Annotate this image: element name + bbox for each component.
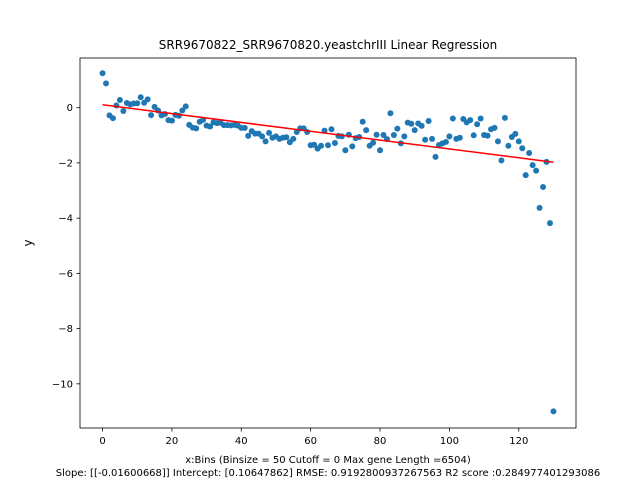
chart-title: SRR9670822_SRR9670820.yeastchrIII Linear… xyxy=(159,38,497,52)
data-point xyxy=(429,135,436,142)
data-point xyxy=(99,70,106,77)
data-point xyxy=(134,100,141,107)
x-tick-label: 0 xyxy=(99,436,105,447)
data-point xyxy=(103,80,110,87)
data-point xyxy=(546,220,553,227)
data-point xyxy=(193,125,200,132)
data-point xyxy=(359,118,366,125)
data-point xyxy=(290,135,297,142)
data-point xyxy=(377,147,384,154)
data-point xyxy=(484,132,491,139)
data-point xyxy=(373,131,380,138)
data-point xyxy=(331,140,338,147)
data-point xyxy=(512,130,519,137)
data-point xyxy=(387,110,394,117)
x-tick-label: 40 xyxy=(235,436,248,447)
data-point xyxy=(179,107,186,114)
data-point xyxy=(533,167,540,174)
x-tick-label: 60 xyxy=(304,436,317,447)
plot-area: 0 20 40 60 80 100 120 0 −2 −4 −6 −8 −10 xyxy=(52,57,577,447)
data-point xyxy=(394,125,401,132)
data-point xyxy=(116,96,123,103)
data-point xyxy=(411,127,418,134)
data-point xyxy=(529,162,536,169)
data-point xyxy=(474,121,481,128)
data-point xyxy=(519,145,526,152)
data-points xyxy=(99,70,557,415)
data-point xyxy=(262,138,269,145)
x-axis-label: x:Bins (Binsize = 50 Cutoff = 0 Max gene… xyxy=(185,455,471,466)
y-tick-label: −2 xyxy=(58,158,73,169)
y-tick-label: −8 xyxy=(58,324,73,335)
y-tick-label: −6 xyxy=(58,269,73,280)
data-point xyxy=(550,408,557,415)
data-point xyxy=(113,102,120,109)
y-axis: 0 −2 −4 −6 −8 −10 xyxy=(52,103,80,390)
data-point xyxy=(390,132,397,139)
y-tick-label: −4 xyxy=(58,214,73,225)
data-point xyxy=(380,132,387,139)
plot-frame xyxy=(79,57,577,429)
data-point xyxy=(363,127,370,134)
regression-line xyxy=(102,104,554,163)
data-point xyxy=(311,141,318,148)
data-point xyxy=(182,103,189,110)
data-point xyxy=(449,115,456,122)
x-tick-label: 80 xyxy=(374,436,387,447)
data-point xyxy=(536,204,543,211)
data-point xyxy=(505,142,512,149)
data-point xyxy=(456,134,463,141)
data-point xyxy=(401,133,408,140)
data-point xyxy=(477,115,484,122)
data-point xyxy=(522,172,529,179)
data-point xyxy=(318,142,325,149)
data-point xyxy=(442,138,449,145)
y-tick-label: −10 xyxy=(52,379,73,390)
data-point xyxy=(241,124,248,131)
regression-line-layer xyxy=(102,104,554,163)
data-point xyxy=(259,133,266,140)
data-point xyxy=(370,139,377,146)
data-point xyxy=(207,123,214,130)
data-point xyxy=(422,136,429,143)
data-point xyxy=(515,138,522,145)
data-point xyxy=(470,132,477,139)
data-point xyxy=(328,126,335,133)
y-axis-label: y xyxy=(21,239,35,246)
data-point xyxy=(526,149,533,156)
data-point xyxy=(501,114,508,121)
data-point xyxy=(325,142,331,149)
data-point xyxy=(418,122,425,129)
data-point xyxy=(148,112,155,119)
data-point xyxy=(446,133,453,140)
data-point xyxy=(408,120,415,127)
data-point xyxy=(349,143,356,150)
data-point xyxy=(168,117,175,124)
data-point xyxy=(342,147,349,154)
data-point xyxy=(432,153,439,160)
x-axis: 0 20 40 60 80 100 120 xyxy=(99,428,528,447)
regression-stats-text: Slope: [[-0.01600668]] Intercept: [0.106… xyxy=(56,468,600,479)
data-point xyxy=(498,157,505,164)
data-point xyxy=(120,108,127,115)
data-point xyxy=(425,117,432,124)
data-point xyxy=(245,132,252,139)
y-tick-label: 0 xyxy=(67,103,73,114)
data-point xyxy=(109,115,116,122)
x-tick-label: 100 xyxy=(440,436,459,447)
x-tick-label: 120 xyxy=(509,436,528,447)
x-tick-label: 20 xyxy=(166,436,179,447)
data-point xyxy=(144,96,151,103)
data-point xyxy=(491,124,498,131)
data-point xyxy=(283,134,290,141)
data-point xyxy=(540,183,547,190)
data-point xyxy=(137,94,144,101)
data-point xyxy=(467,117,474,124)
data-point xyxy=(494,138,501,145)
data-point xyxy=(266,129,273,136)
